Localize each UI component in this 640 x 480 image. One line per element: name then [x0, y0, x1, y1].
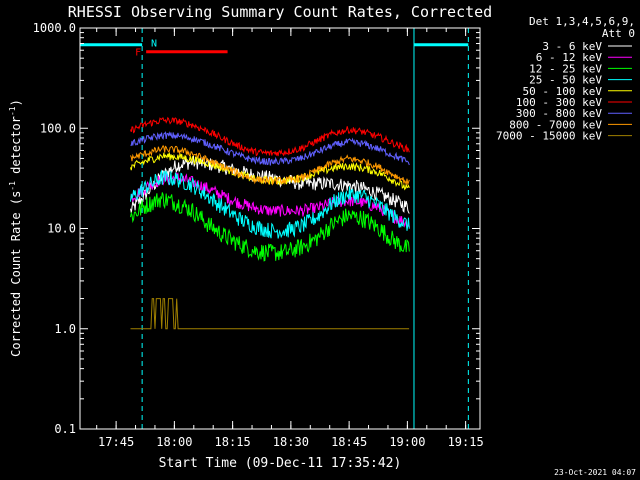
x-tick-label-4: 18:45	[331, 435, 367, 449]
series-line-0	[130, 155, 410, 214]
x-tick-label-3: 18:30	[273, 435, 309, 449]
y-tick-label-4: 1000.0	[33, 21, 76, 35]
y-axis-label-main: Corrected Count Rate (s	[9, 191, 23, 357]
series-line-7	[130, 144, 410, 187]
flag-label-N: N	[151, 38, 157, 49]
y-axis-label-mid: detector	[9, 116, 23, 181]
series-line-3	[130, 169, 410, 239]
series-line-4	[130, 152, 410, 191]
y-tick-label-1: 1.0	[54, 322, 76, 336]
y-axis-label-sup2: -1	[8, 106, 17, 116]
x-tick-label-0: 17:45	[98, 435, 134, 449]
x-axis-label: Start Time (09-Dec-11 17:35:42)	[159, 456, 402, 471]
series-line-8	[130, 298, 410, 330]
legend-label-4: 50 - 100 keV	[523, 85, 603, 98]
x-tick-label-6: 19:15	[448, 435, 484, 449]
series-line-5	[130, 116, 410, 157]
legend-label-2: 12 - 25 keV	[529, 62, 602, 75]
legend-header-line2: Att 0	[602, 27, 635, 40]
y-tick-label-3: 100.0	[40, 121, 76, 135]
y-tick-label-2: 10.0	[47, 222, 76, 236]
legend-header-line1: Det 1,3,4,5,6,9,	[529, 15, 635, 28]
flag-label-F: F	[135, 48, 141, 59]
legend-label-1: 6 - 12 keV	[536, 51, 603, 64]
x-tick-label-2: 18:15	[215, 435, 251, 449]
x-tick-label-5: 19:00	[389, 435, 425, 449]
legend-label-7: 800 - 7000 keV	[509, 118, 602, 131]
series-line-6	[130, 131, 410, 166]
axes: 0.1 1.0 10.0 100.0 1000.0 17:45 18:00 18:15 18:3…	[33, 21, 484, 449]
legend-label-6: 300 - 800 keV	[516, 107, 602, 120]
y-axis-label: Corrected Count Rate (s-1 detector-1)	[8, 99, 23, 357]
y-axis-label-sup1: -1	[8, 181, 17, 191]
legend-label-5: 100 - 300 keV	[516, 96, 602, 109]
generation-timestamp: 23-Oct-2021 04:07	[554, 468, 636, 477]
legend-label-3: 25 - 50 keV	[529, 74, 602, 87]
legend-label-0: 3 - 6 keV	[542, 40, 602, 53]
y-axis-label-end: )	[9, 99, 23, 106]
y-tick-label-0: 0.1	[54, 422, 76, 436]
x-tick-label-1: 18:00	[156, 435, 192, 449]
legend-label-8: 7000 - 15000 keV	[496, 130, 602, 143]
series-line-2	[130, 192, 410, 262]
chart-title: RHESSI Observing Summary Count Rates, Co…	[68, 3, 492, 21]
